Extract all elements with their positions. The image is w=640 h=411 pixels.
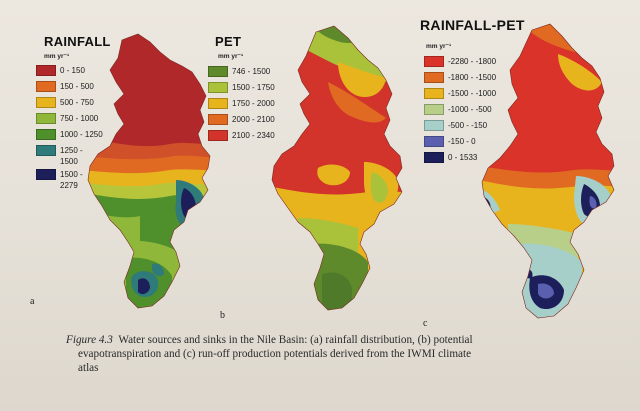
legend-label: 150 - 500 — [60, 82, 94, 91]
pet-unit: mm yr⁻¹ — [218, 53, 244, 60]
panel-b-label: b — [220, 310, 225, 321]
pet-map — [271, 25, 403, 311]
legend-label: 1250 - 1500 — [60, 146, 83, 166]
rainfall-pet-legend: -2280 - -1800 -1800 - -1500 -1500 - -100… — [424, 56, 544, 168]
legend-label: 2100 - 2340 — [232, 131, 275, 140]
rainfall-pet-unit: mm yr⁻¹ — [426, 43, 452, 50]
legend-swatch — [36, 113, 56, 124]
legend-label: 1000 - 1250 — [60, 130, 103, 139]
legend-swatch — [424, 56, 444, 67]
panel-c-label: c — [423, 318, 428, 329]
legend-label: 1750 - 2000 — [232, 99, 275, 108]
pet-title: PET — [215, 34, 242, 49]
caption-line-1: Figure 4.3 Water sources and sinks in th… — [66, 333, 473, 347]
legend-label: 500 - 750 — [60, 98, 94, 107]
legend-swatch — [424, 120, 444, 131]
legend-label: -150 - 0 — [448, 137, 476, 146]
rainfall-pet-title: RAINFALL-PET — [420, 17, 525, 33]
legend-swatch — [424, 136, 444, 147]
legend-swatch — [36, 169, 56, 180]
legend-swatch — [208, 114, 228, 125]
legend-label: -1800 - -1500 — [448, 73, 497, 82]
legend-swatch — [36, 81, 56, 92]
rainfall-title: RAINFALL — [44, 34, 111, 49]
legend-label: 1500 - 1750 — [232, 83, 275, 92]
rainfall-pet-map — [481, 23, 615, 319]
legend-swatch — [208, 66, 228, 77]
legend-swatch — [424, 88, 444, 99]
legend-swatch — [424, 72, 444, 83]
rainfall-unit: mm yr⁻¹ — [44, 53, 70, 60]
legend-label: 1500 - 2279 — [60, 170, 83, 190]
legend-swatch — [36, 129, 56, 140]
legend-swatch — [36, 145, 56, 156]
legend-label: 0 - 150 — [60, 66, 85, 75]
caption-text-3: atlas — [78, 362, 99, 374]
legend-label: -500 - -150 — [448, 121, 488, 130]
legend-swatch — [36, 65, 56, 76]
legend-label: 750 - 1000 — [60, 114, 99, 123]
pet-legend: 746 - 1500 1500 - 1750 1750 - 2000 2000 … — [208, 66, 308, 146]
rainfall-legend: 0 - 150 150 - 500 500 - 750 750 - 1000 1… — [36, 65, 116, 195]
legend-swatch — [208, 82, 228, 93]
legend-swatch — [36, 97, 56, 108]
legend-label: 746 - 1500 — [232, 67, 271, 76]
rainfall-map — [87, 33, 211, 309]
legend-label: -1000 - -500 — [448, 105, 492, 114]
panel-a-label: a — [30, 296, 35, 307]
figure-label: Figure 4.3 — [66, 334, 113, 346]
caption-line-3: atlas — [78, 361, 99, 375]
legend-label: 2000 - 2100 — [232, 115, 275, 124]
legend-swatch — [424, 152, 444, 163]
caption-text-2: evapotranspiration and (c) run-off produ… — [78, 348, 472, 360]
caption-text-1: Water sources and sinks in the Nile Basi… — [118, 334, 473, 346]
legend-swatch — [208, 98, 228, 109]
legend-swatch — [424, 104, 444, 115]
legend-label: -1500 - -1000 — [448, 89, 497, 98]
caption-line-2: evapotranspiration and (c) run-off produ… — [78, 347, 471, 361]
legend-swatch — [208, 130, 228, 141]
legend-label: -2280 - -1800 — [448, 57, 497, 66]
legend-label: 0 - 1533 — [448, 153, 478, 162]
